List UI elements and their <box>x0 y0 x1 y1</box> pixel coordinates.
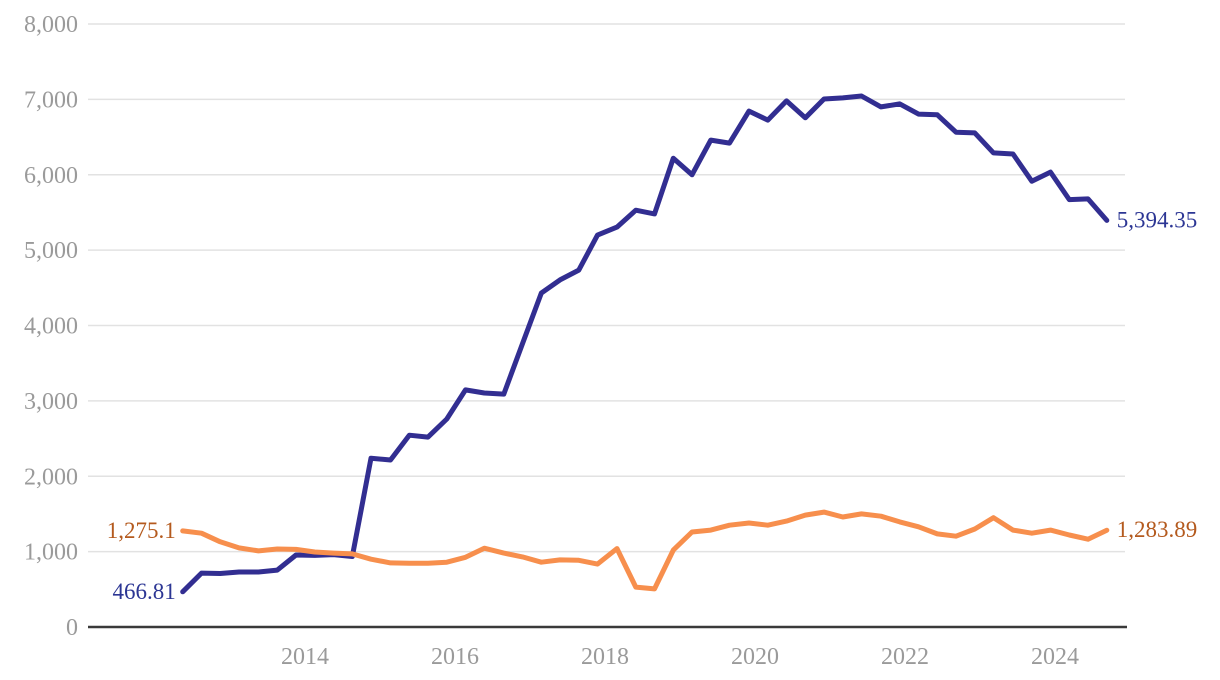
blue-series-end-value: 5,394.35 <box>1117 207 1198 232</box>
orange-series-line <box>180 509 1110 592</box>
y-tick-label: 8,000 <box>24 12 78 38</box>
blue-series-start-value: 466.81 <box>113 579 176 604</box>
y-tick-label: 6,000 <box>24 163 78 189</box>
x-tick-label: 2016 <box>431 644 479 670</box>
orange-series-end-value: 1,283.89 <box>1117 517 1198 542</box>
y-tick-label: 7,000 <box>24 87 78 113</box>
y-tick-label: 5,000 <box>24 238 78 264</box>
y-tick-label: 3,000 <box>24 389 78 415</box>
gridlines <box>88 23 1125 553</box>
x-tick-label: 2018 <box>581 644 629 670</box>
x-tick-label: 2024 <box>1031 644 1079 670</box>
y-axis-labels: 0 1,000 2,000 3,000 4,000 5,000 6,000 7,000 8,00… <box>24 12 78 641</box>
x-tick-label: 2014 <box>281 644 329 670</box>
y-tick-label: 1,000 <box>24 540 78 566</box>
x-tick-label: 2020 <box>731 644 779 670</box>
blue-series-line <box>180 93 1110 595</box>
x-tick-label: 2022 <box>881 644 929 670</box>
x-axis-labels: 2014 2016 2018 2020 2022 2024 <box>281 644 1079 670</box>
y-tick-label: 4,000 <box>24 314 78 340</box>
y-tick-label: 2,000 <box>24 464 78 490</box>
orange-series-start-value: 1,275.1 <box>107 518 176 543</box>
y-tick-label: 0 <box>66 615 78 641</box>
